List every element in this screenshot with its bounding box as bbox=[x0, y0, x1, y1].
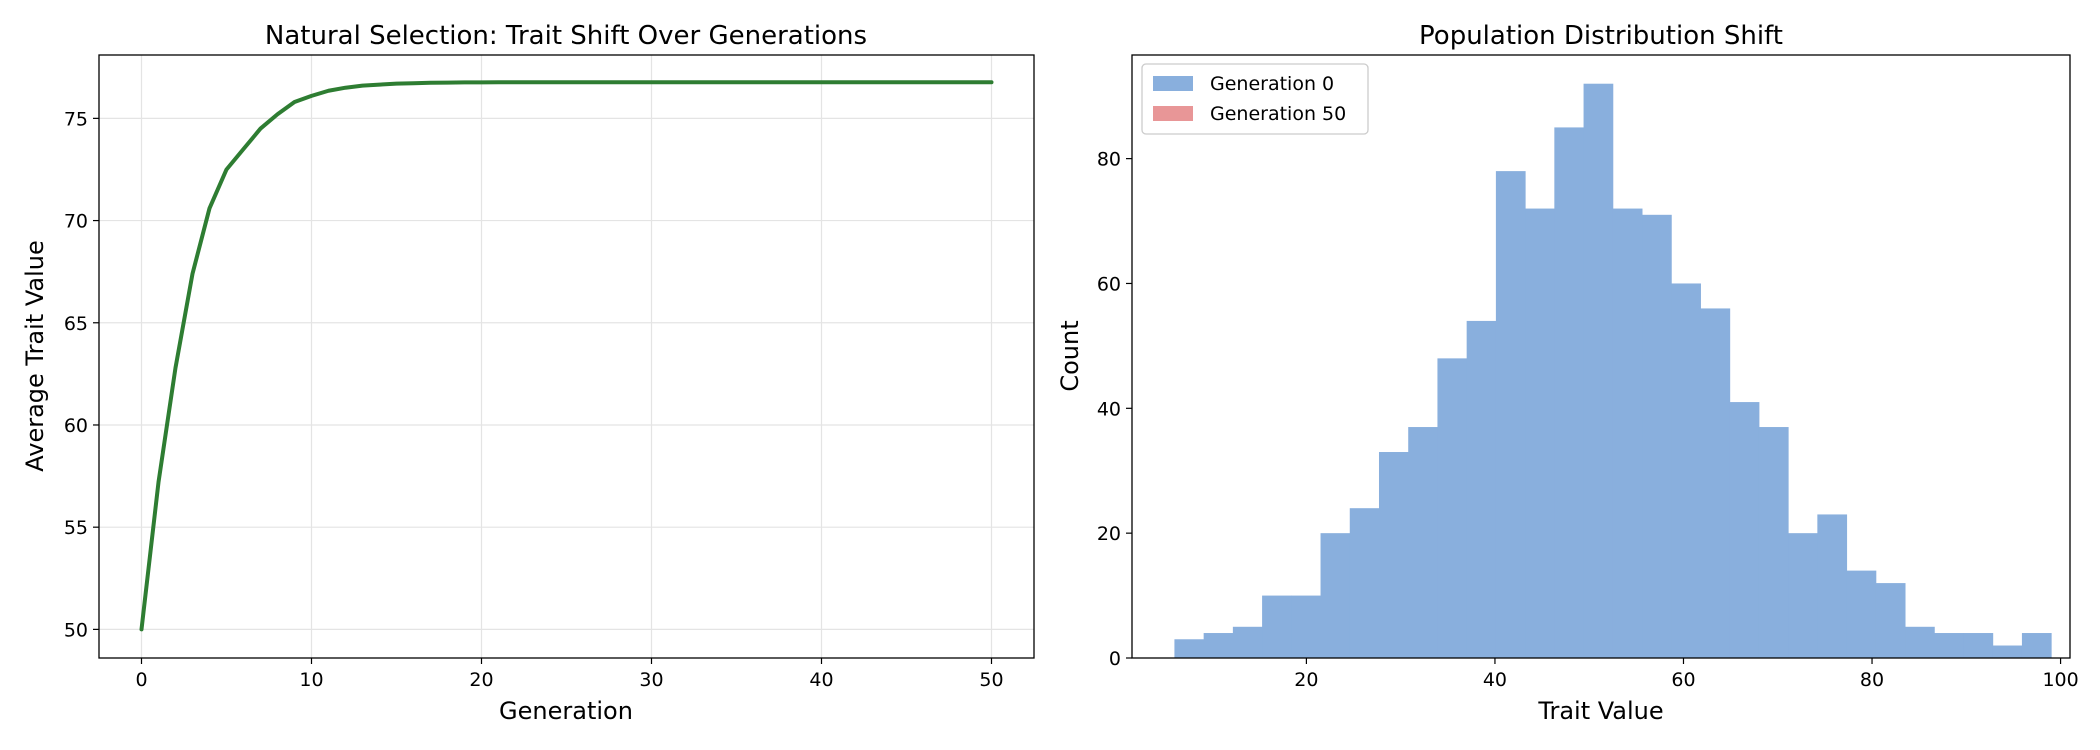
plot-frame bbox=[1131, 54, 2071, 659]
x-axis-label: Generation bbox=[499, 697, 633, 725]
histogram-bar bbox=[1875, 583, 1906, 658]
legend-box bbox=[1141, 63, 1369, 135]
histogram-bar bbox=[1262, 595, 1292, 658]
histogram-bars bbox=[1174, 83, 2052, 659]
x-tick-label: 20 bbox=[1294, 669, 1318, 691]
legend-label-generation-0: Generation 0 bbox=[1210, 73, 1334, 95]
x-tick-label: 60 bbox=[1671, 669, 1695, 691]
legend: Generation 0 Generation 50 bbox=[1141, 63, 1369, 135]
histogram-bar bbox=[1203, 633, 1234, 658]
x-tick-label: 40 bbox=[809, 669, 833, 691]
histogram-bar bbox=[1612, 208, 1643, 658]
histogram-bar bbox=[1729, 402, 1760, 658]
trait-shift-line-chart: 0 10 20 30 40 50 50 55 60 65 70 75 Natural Selecti… bbox=[21, 21, 1035, 725]
x-axis-ticks: 0 10 20 30 40 50 bbox=[135, 658, 1004, 691]
chart-title: Natural Selection: Trait Shift Over Gene… bbox=[265, 21, 867, 51]
x-tick-label: 20 bbox=[469, 669, 493, 691]
y-tick-label: 40 bbox=[1097, 398, 1121, 420]
legend-swatch-generation-50 bbox=[1153, 106, 1193, 121]
histogram-bar bbox=[1992, 645, 2023, 658]
x-tick-label: 50 bbox=[979, 669, 1003, 691]
histogram-bar bbox=[1963, 633, 1994, 658]
histogram-bar bbox=[1349, 508, 1380, 658]
y-axis-label: Count bbox=[1056, 320, 1084, 391]
x-tick-label: 80 bbox=[1860, 669, 1884, 691]
population-histogram: 20 40 60 80 100 0 20 40 60 80 Population Distrib… bbox=[1056, 21, 2079, 725]
legend-label-generation-50: Generation 50 bbox=[1210, 103, 1346, 125]
plot-frame bbox=[98, 54, 1035, 659]
x-axis-ticks: 20 40 60 80 100 bbox=[1294, 658, 2079, 691]
histogram-bar bbox=[2021, 633, 2052, 658]
y-tick-label: 60 bbox=[1097, 273, 1121, 295]
y-axis-ticks: 0 20 40 60 80 bbox=[1097, 149, 1132, 670]
histogram-bar bbox=[1320, 533, 1351, 658]
x-tick-label: 0 bbox=[135, 669, 147, 691]
histogram-bar bbox=[1232, 626, 1263, 658]
y-tick-label: 75 bbox=[64, 108, 88, 130]
x-tick-label: 40 bbox=[1483, 669, 1507, 691]
histogram-bar bbox=[1378, 452, 1409, 658]
y-tick-label: 60 bbox=[64, 415, 88, 437]
x-tick-label: 100 bbox=[2042, 669, 2078, 691]
histogram-bar bbox=[1700, 308, 1731, 658]
y-tick-label: 20 bbox=[1097, 523, 1121, 545]
y-axis-ticks: 50 55 60 65 70 75 bbox=[64, 108, 99, 641]
series-line-average-trait bbox=[139, 80, 994, 632]
histogram-bar bbox=[1788, 533, 1818, 658]
legend-swatch-generation-0 bbox=[1153, 76, 1193, 91]
histogram-bar bbox=[1934, 633, 1964, 658]
histogram-bar bbox=[1817, 514, 1848, 658]
y-tick-label: 55 bbox=[64, 517, 88, 539]
histogram-bar bbox=[1174, 639, 1205, 658]
series-layer bbox=[139, 80, 994, 632]
histogram-bar bbox=[1671, 283, 1701, 658]
histogram-bar bbox=[1408, 427, 1438, 658]
x-tick-label: 10 bbox=[299, 669, 323, 691]
histogram-bar bbox=[1846, 570, 1877, 658]
histogram-bar bbox=[1495, 171, 1526, 659]
y-tick-label: 0 bbox=[1109, 648, 1121, 670]
histogram-bar bbox=[1437, 358, 1468, 658]
y-tick-label: 80 bbox=[1097, 149, 1121, 171]
x-tick-label: 30 bbox=[639, 669, 663, 691]
histogram-bar bbox=[1525, 208, 1555, 658]
histogram-bar bbox=[1554, 127, 1585, 658]
histogram-bar bbox=[1466, 320, 1497, 658]
y-tick-label: 70 bbox=[64, 211, 88, 233]
chart-title: Population Distribution Shift bbox=[1419, 21, 1783, 51]
y-tick-label: 65 bbox=[64, 313, 88, 335]
x-axis-label: Trait Value bbox=[1537, 697, 1663, 725]
histogram-bar bbox=[1583, 83, 1614, 658]
histogram-bar bbox=[1291, 595, 1322, 658]
histogram-bar bbox=[1905, 626, 1935, 658]
y-tick-label: 50 bbox=[64, 619, 88, 641]
histogram-bar bbox=[1758, 427, 1789, 658]
histogram-bar bbox=[1642, 214, 1672, 659]
gridlines bbox=[99, 55, 1034, 658]
y-axis-label: Average Trait Value bbox=[21, 240, 49, 472]
